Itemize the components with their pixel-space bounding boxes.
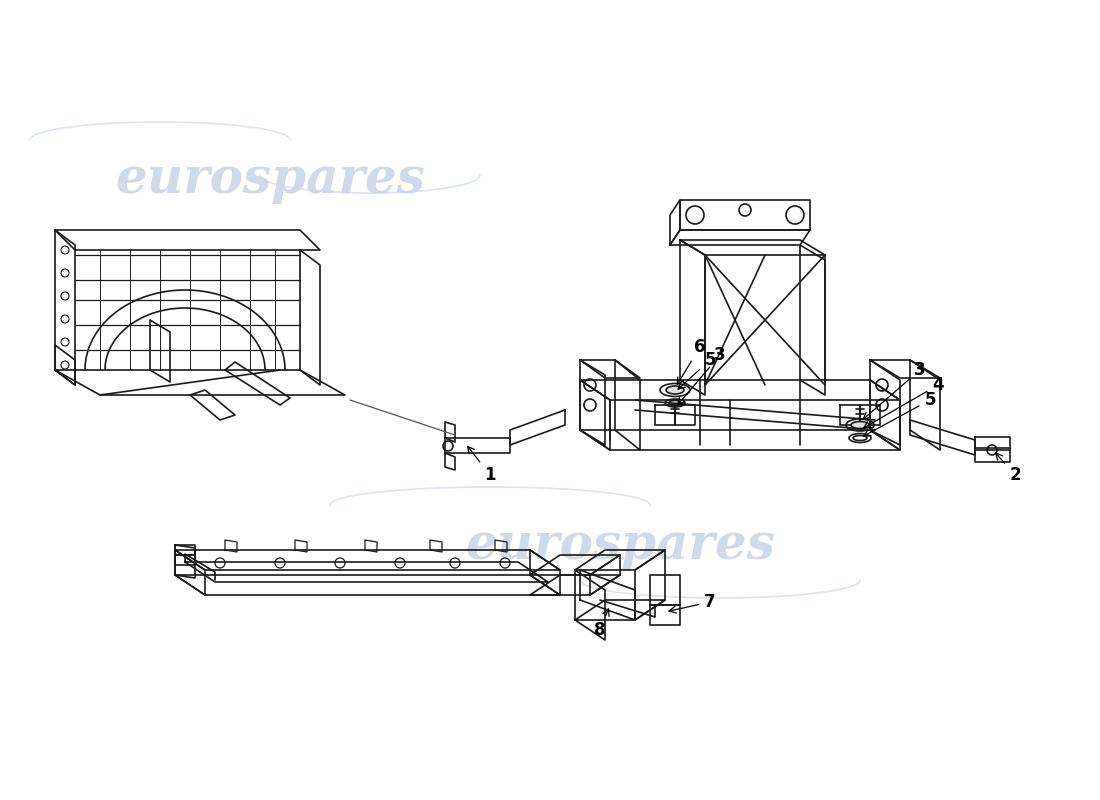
Text: 5: 5 [678,351,716,389]
Text: 3: 3 [678,346,726,405]
Text: 8: 8 [594,609,609,639]
Text: 4: 4 [864,376,944,428]
Ellipse shape [851,422,869,429]
Text: 7: 7 [669,593,716,613]
Text: 2: 2 [996,453,1021,484]
Text: 6: 6 [678,338,706,385]
Text: 5: 5 [864,391,936,436]
Ellipse shape [666,386,684,394]
Text: eurospares: eurospares [116,155,425,205]
Text: eurospares: eurospares [465,521,774,570]
Text: 3: 3 [864,361,926,419]
Text: 1: 1 [468,446,496,484]
